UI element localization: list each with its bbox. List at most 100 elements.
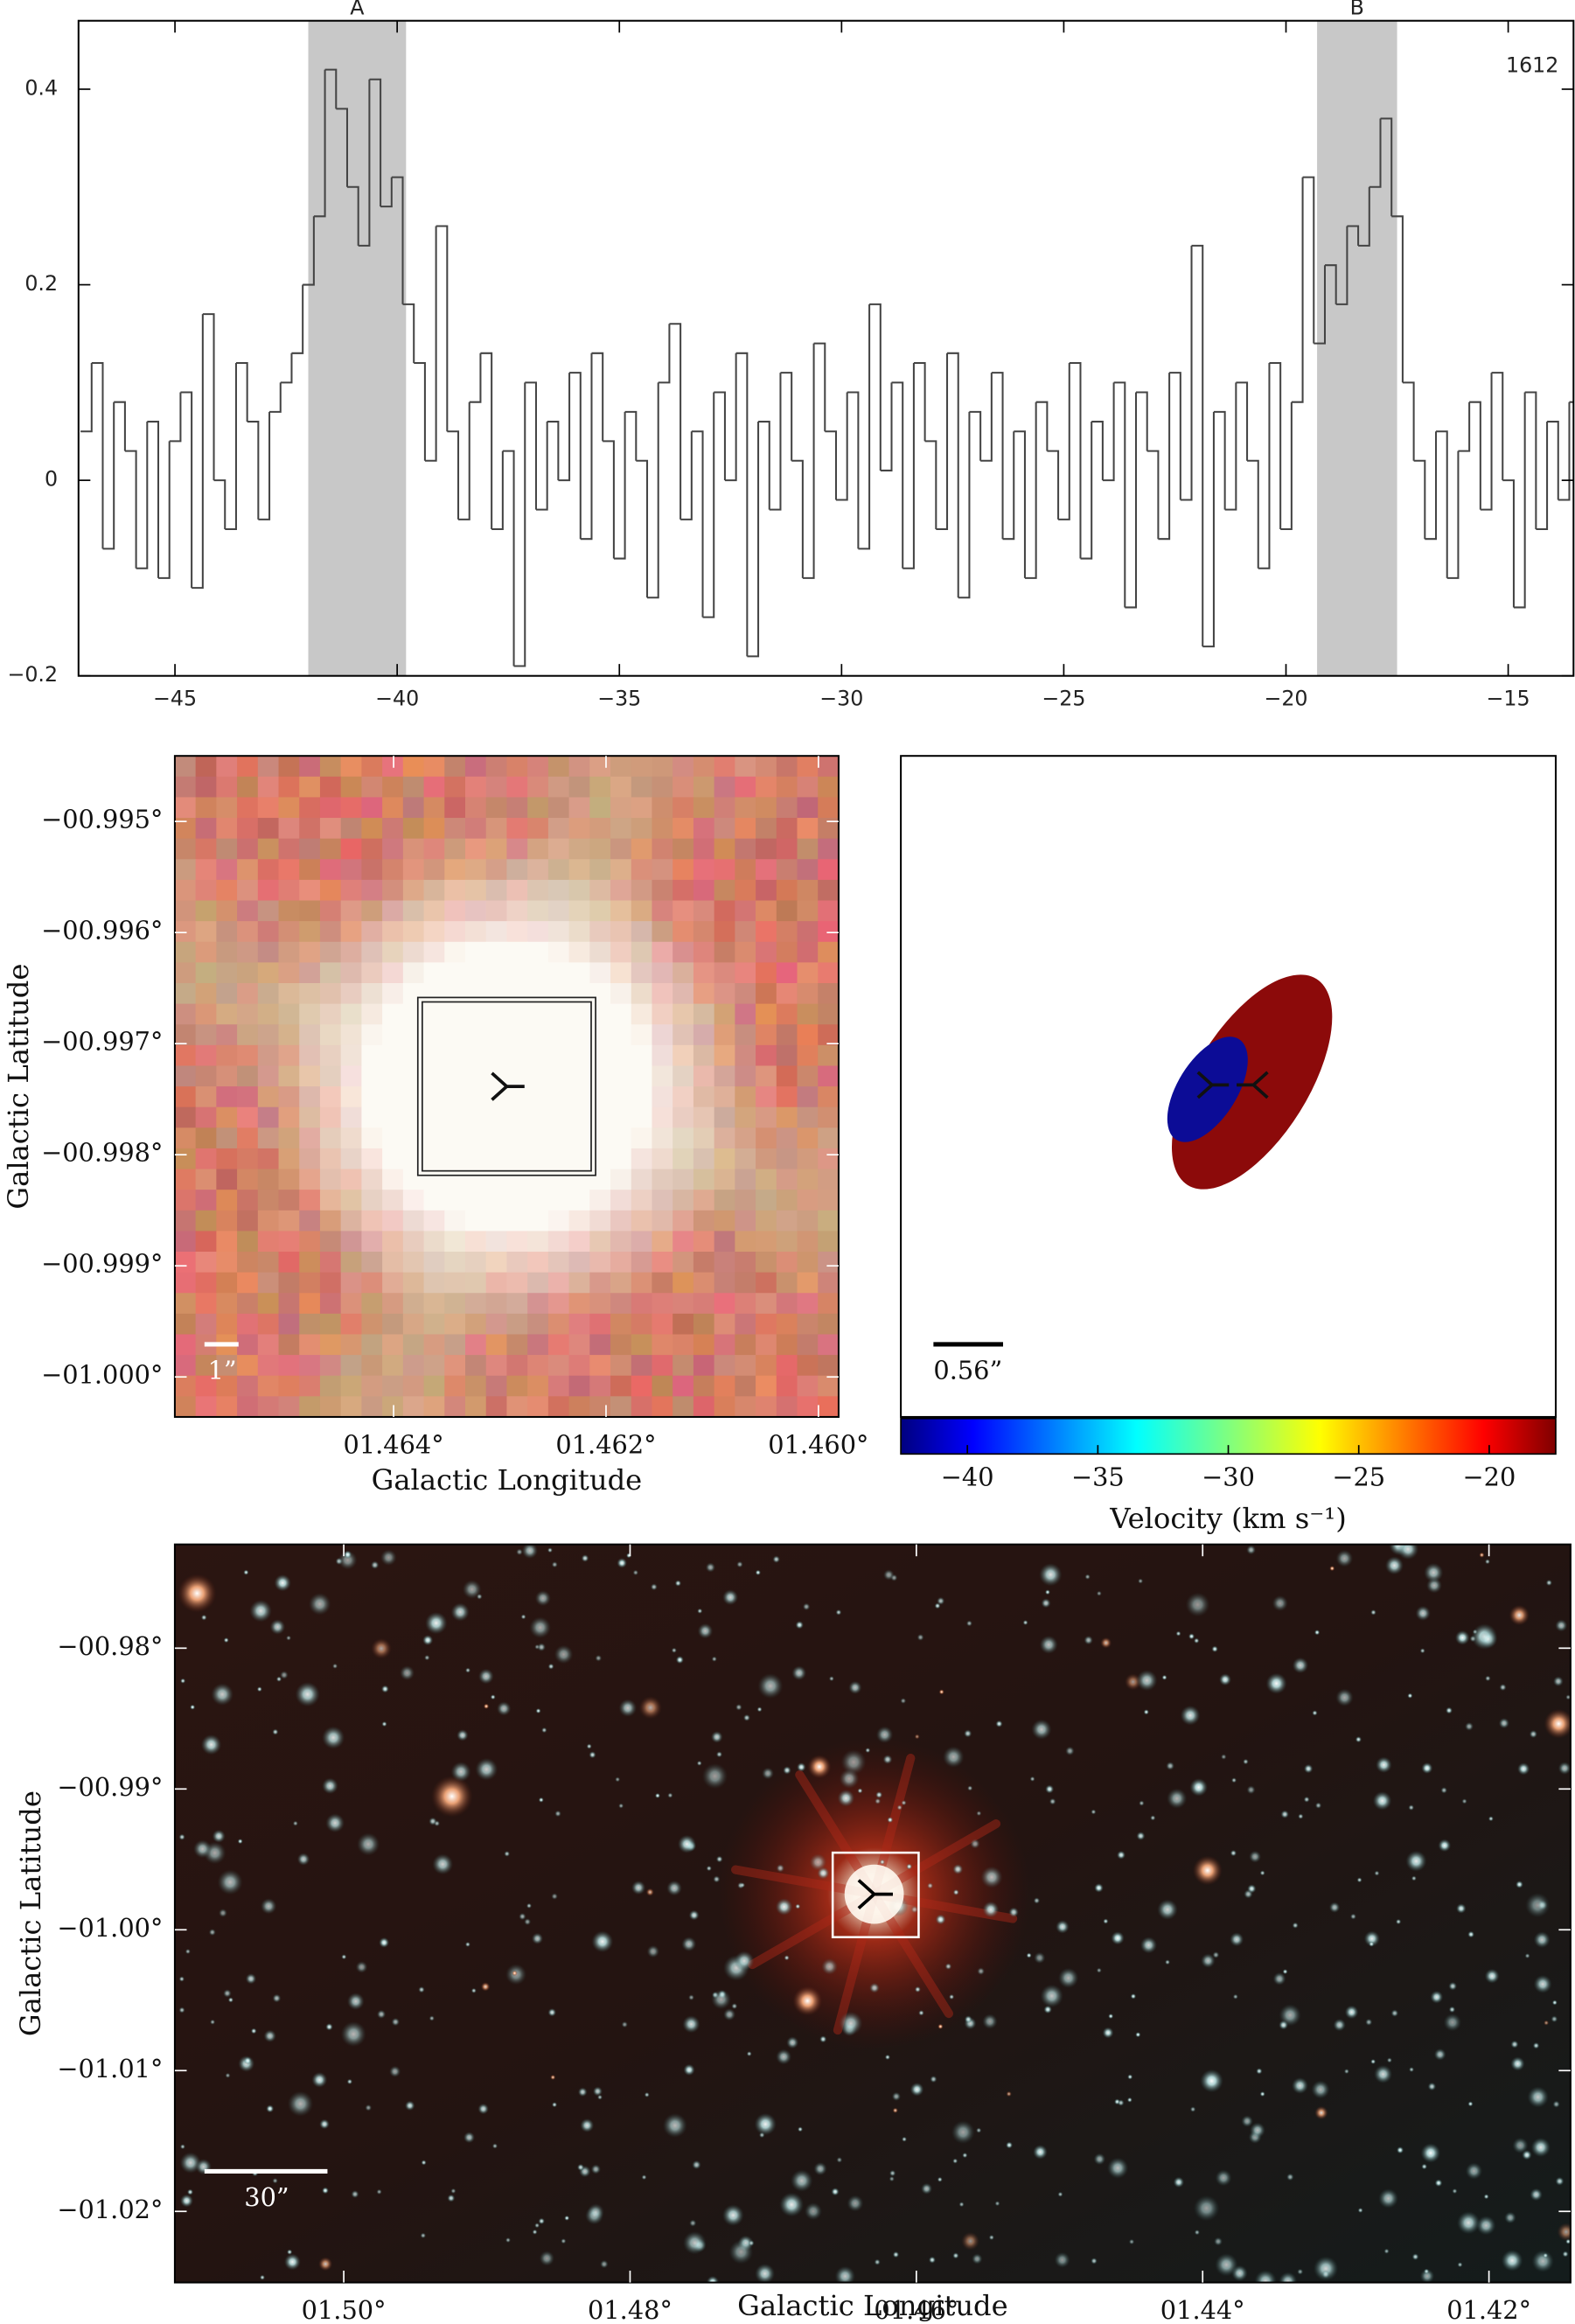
spectrum-channel <box>303 216 315 286</box>
star <box>1551 1999 1558 2006</box>
spectrum-channel <box>802 343 815 579</box>
star <box>547 1663 554 1670</box>
star <box>688 1994 694 2001</box>
image-pixel <box>756 921 777 943</box>
image-pixel <box>673 1024 694 1046</box>
image-pixel <box>756 1252 777 1274</box>
image-pixel <box>361 1127 383 1149</box>
star <box>952 2158 958 2164</box>
image-pixel <box>402 776 425 799</box>
y-tick-label: −00.98° <box>57 1631 163 1661</box>
spectrum-channel <box>291 284 304 354</box>
image-pixel <box>237 1334 259 1356</box>
image-pixel <box>361 1169 383 1190</box>
image-pixel <box>527 1169 549 1190</box>
image-pixel <box>382 1293 404 1315</box>
marker-arms <box>1237 1071 1269 1099</box>
image-pixel <box>216 982 238 1005</box>
star <box>1533 1974 1552 1993</box>
image-pixel <box>299 1169 321 1190</box>
star <box>1272 1972 1286 1986</box>
spectrum-channel <box>336 108 349 187</box>
spectrum-channel <box>380 177 393 208</box>
star <box>1291 2076 1309 2095</box>
image-pixel <box>299 1396 321 1418</box>
image-pixel <box>485 962 508 984</box>
image-pixel <box>797 1169 819 1190</box>
spectrum-channel <box>1413 459 1426 540</box>
image-pixel <box>257 1024 280 1046</box>
image-pixel <box>319 1024 342 1046</box>
star <box>512 1970 518 1977</box>
image-pixel <box>797 1210 819 1232</box>
star <box>338 1550 358 1570</box>
image-pixel <box>818 1313 840 1336</box>
image-pixel <box>673 1169 694 1190</box>
image-pixel <box>776 1355 798 1377</box>
image-pixel <box>257 1313 280 1336</box>
image-pixel <box>237 1169 259 1190</box>
image-pixel <box>195 1086 218 1108</box>
image-pixel <box>506 1086 528 1108</box>
image-pixel <box>610 962 632 984</box>
star <box>1454 1630 1470 1645</box>
image-pixel <box>382 859 404 881</box>
image-pixel <box>527 1190 549 1211</box>
star <box>1243 1758 1249 1765</box>
image-pixel <box>652 1252 673 1274</box>
image-pixel <box>361 982 383 1005</box>
image-pixel <box>568 1375 590 1398</box>
spectrum-channel <box>1258 362 1271 569</box>
star <box>943 1746 965 1768</box>
spectrum-channel <box>891 381 904 569</box>
image-pixel <box>652 1313 673 1336</box>
star <box>551 1893 558 1900</box>
image-pixel <box>402 1210 425 1232</box>
star <box>715 1855 723 1863</box>
image-pixel <box>756 1024 777 1046</box>
star <box>1241 2115 1253 2127</box>
image-pixel <box>568 1065 590 1087</box>
star <box>380 1549 397 1567</box>
image-pixel <box>319 921 342 943</box>
spectrum-channel <box>1035 401 1049 451</box>
image-pixel <box>631 879 653 902</box>
image-pixel <box>735 1106 756 1128</box>
image-pixel <box>299 1355 321 1377</box>
image-pixel <box>278 1396 300 1418</box>
star <box>994 2201 1000 2207</box>
image-pixel <box>444 1106 466 1128</box>
star <box>1423 2268 1430 2275</box>
star <box>343 1550 352 1560</box>
star <box>1034 1951 1046 1965</box>
image-pixel <box>568 1252 590 1274</box>
spectrum-channel <box>902 362 915 569</box>
star <box>755 2263 776 2283</box>
image-pixel <box>797 982 819 1005</box>
y-tick-label: 0.4 <box>24 75 58 100</box>
image-pixel <box>506 776 528 799</box>
star <box>883 1569 895 1581</box>
star <box>1370 1609 1376 1616</box>
image-pixel <box>402 1065 425 1087</box>
spectrum-channel <box>1169 372 1181 500</box>
plot-frame <box>173 1543 1572 2284</box>
star <box>644 2091 650 2097</box>
spectrum-channel <box>980 373 993 462</box>
image-pixel <box>547 1396 570 1418</box>
spectrum-channel <box>280 352 293 384</box>
star <box>1531 2250 1554 2272</box>
image-pixel <box>299 1231 321 1253</box>
image-pixel <box>527 1272 549 1294</box>
image-pixel <box>673 818 694 840</box>
image-pixel <box>299 1334 321 1356</box>
image-pixel <box>568 1148 590 1170</box>
star <box>272 2178 278 2184</box>
star <box>516 1548 523 1556</box>
image-pixel <box>756 1169 777 1190</box>
maser-component <box>1171 974 1333 1190</box>
star <box>554 1810 561 1818</box>
y-tick-label: −00.998° <box>41 1138 163 1168</box>
star <box>308 1593 331 1616</box>
image-pixel <box>797 1231 819 1253</box>
